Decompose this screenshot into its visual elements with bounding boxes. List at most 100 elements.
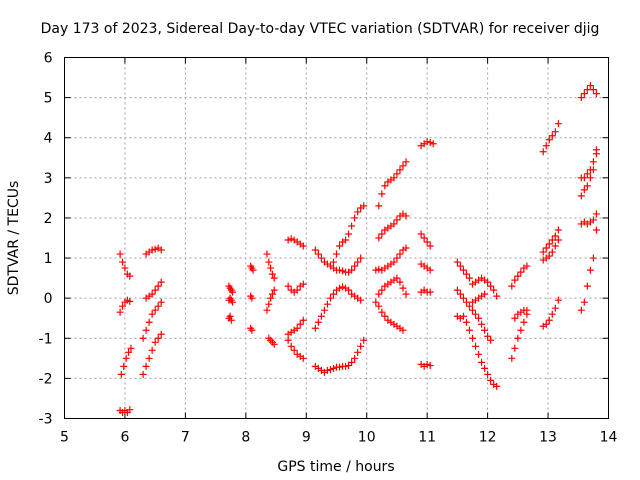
series-s6: [142, 278, 165, 302]
data-point: [423, 360, 431, 368]
series-s48: [577, 82, 600, 102]
data-point: [267, 264, 275, 272]
series-s13: [247, 292, 256, 302]
data-point: [229, 298, 237, 306]
data-point: [426, 139, 434, 147]
data-point: [293, 324, 301, 332]
data-point: [583, 182, 591, 190]
data-point: [375, 290, 383, 298]
data-point: [402, 290, 410, 298]
data-point: [157, 246, 165, 254]
data-point: [577, 306, 585, 314]
series-s16: [263, 286, 278, 314]
series-s52: [577, 226, 600, 314]
data-point: [139, 334, 147, 342]
data-point: [554, 226, 562, 234]
data-point: [511, 344, 519, 352]
x-tick-label: 10: [358, 430, 376, 446]
data-point: [290, 346, 298, 354]
data-point: [142, 326, 150, 334]
data-point: [157, 298, 165, 306]
data-point: [402, 244, 410, 252]
data-point: [226, 312, 234, 320]
data-point: [577, 192, 585, 200]
data-point: [393, 254, 401, 262]
data-point: [493, 382, 501, 390]
y-tick-label: -3: [39, 412, 53, 428]
data-point: [487, 376, 495, 384]
data-point: [484, 332, 492, 340]
data-point: [284, 236, 292, 244]
data-point: [478, 358, 486, 366]
data-point: [142, 362, 150, 370]
data-point: [116, 308, 124, 316]
data-point: [145, 354, 153, 362]
series-s10: [225, 294, 237, 306]
data-point: [351, 214, 359, 222]
data-point: [268, 290, 276, 298]
series-s46: [539, 236, 562, 264]
data-point: [545, 240, 553, 248]
data-point: [148, 310, 156, 318]
data-point: [372, 298, 380, 306]
data-point: [548, 132, 556, 140]
series-s2: [116, 296, 134, 316]
data-point: [336, 242, 344, 250]
data-point: [459, 266, 467, 274]
data-point: [154, 282, 162, 290]
data-point: [348, 266, 356, 274]
data-point: [345, 286, 353, 294]
y-tick-label: 3: [44, 171, 53, 187]
series-s26: [375, 158, 410, 210]
data-point: [351, 262, 359, 270]
data-point: [375, 202, 383, 210]
data-point: [426, 288, 434, 296]
data-point: [296, 320, 304, 328]
y-tick-label: -2: [39, 371, 53, 387]
x-tick-label: 6: [120, 430, 129, 446]
data-point: [396, 278, 404, 286]
series-s29: [375, 274, 410, 298]
series-s24: [311, 336, 368, 376]
data-point: [542, 320, 550, 328]
data-point: [465, 274, 473, 282]
data-point: [354, 208, 362, 216]
data-point: [402, 158, 410, 166]
x-tick-label: 14: [600, 430, 618, 446]
data-point: [589, 166, 597, 174]
data-point: [323, 366, 331, 374]
data-point: [339, 283, 347, 291]
data-point: [469, 306, 476, 314]
x-tick-label: 9: [302, 430, 311, 446]
data-point: [551, 242, 559, 250]
y-tick-label: 1: [44, 251, 53, 267]
data-point: [393, 274, 401, 282]
data-point: [227, 316, 235, 324]
data-point: [268, 270, 276, 278]
data-point: [399, 326, 407, 334]
data-point: [126, 297, 134, 305]
data-point: [551, 232, 559, 240]
series-s43: [511, 306, 531, 322]
data-point: [426, 266, 434, 274]
data-point: [342, 362, 350, 370]
data-point: [270, 286, 278, 294]
y-axis-title: SDTVAR / TECUs: [6, 181, 22, 296]
x-tick-label: 5: [60, 430, 69, 446]
data-point: [314, 250, 322, 258]
data-point: [284, 282, 292, 290]
data-point: [326, 294, 334, 302]
series-s34: [417, 286, 434, 296]
data-point: [508, 354, 516, 362]
data-point: [481, 364, 489, 372]
series-s39: [469, 274, 501, 300]
data-point: [393, 170, 401, 178]
data-point: [121, 264, 129, 272]
x-tick-label: 11: [418, 430, 436, 446]
data-point: [462, 298, 470, 306]
data-point: [493, 292, 501, 300]
data-point: [545, 316, 553, 324]
data-point: [426, 242, 434, 250]
data-point: [472, 310, 480, 318]
